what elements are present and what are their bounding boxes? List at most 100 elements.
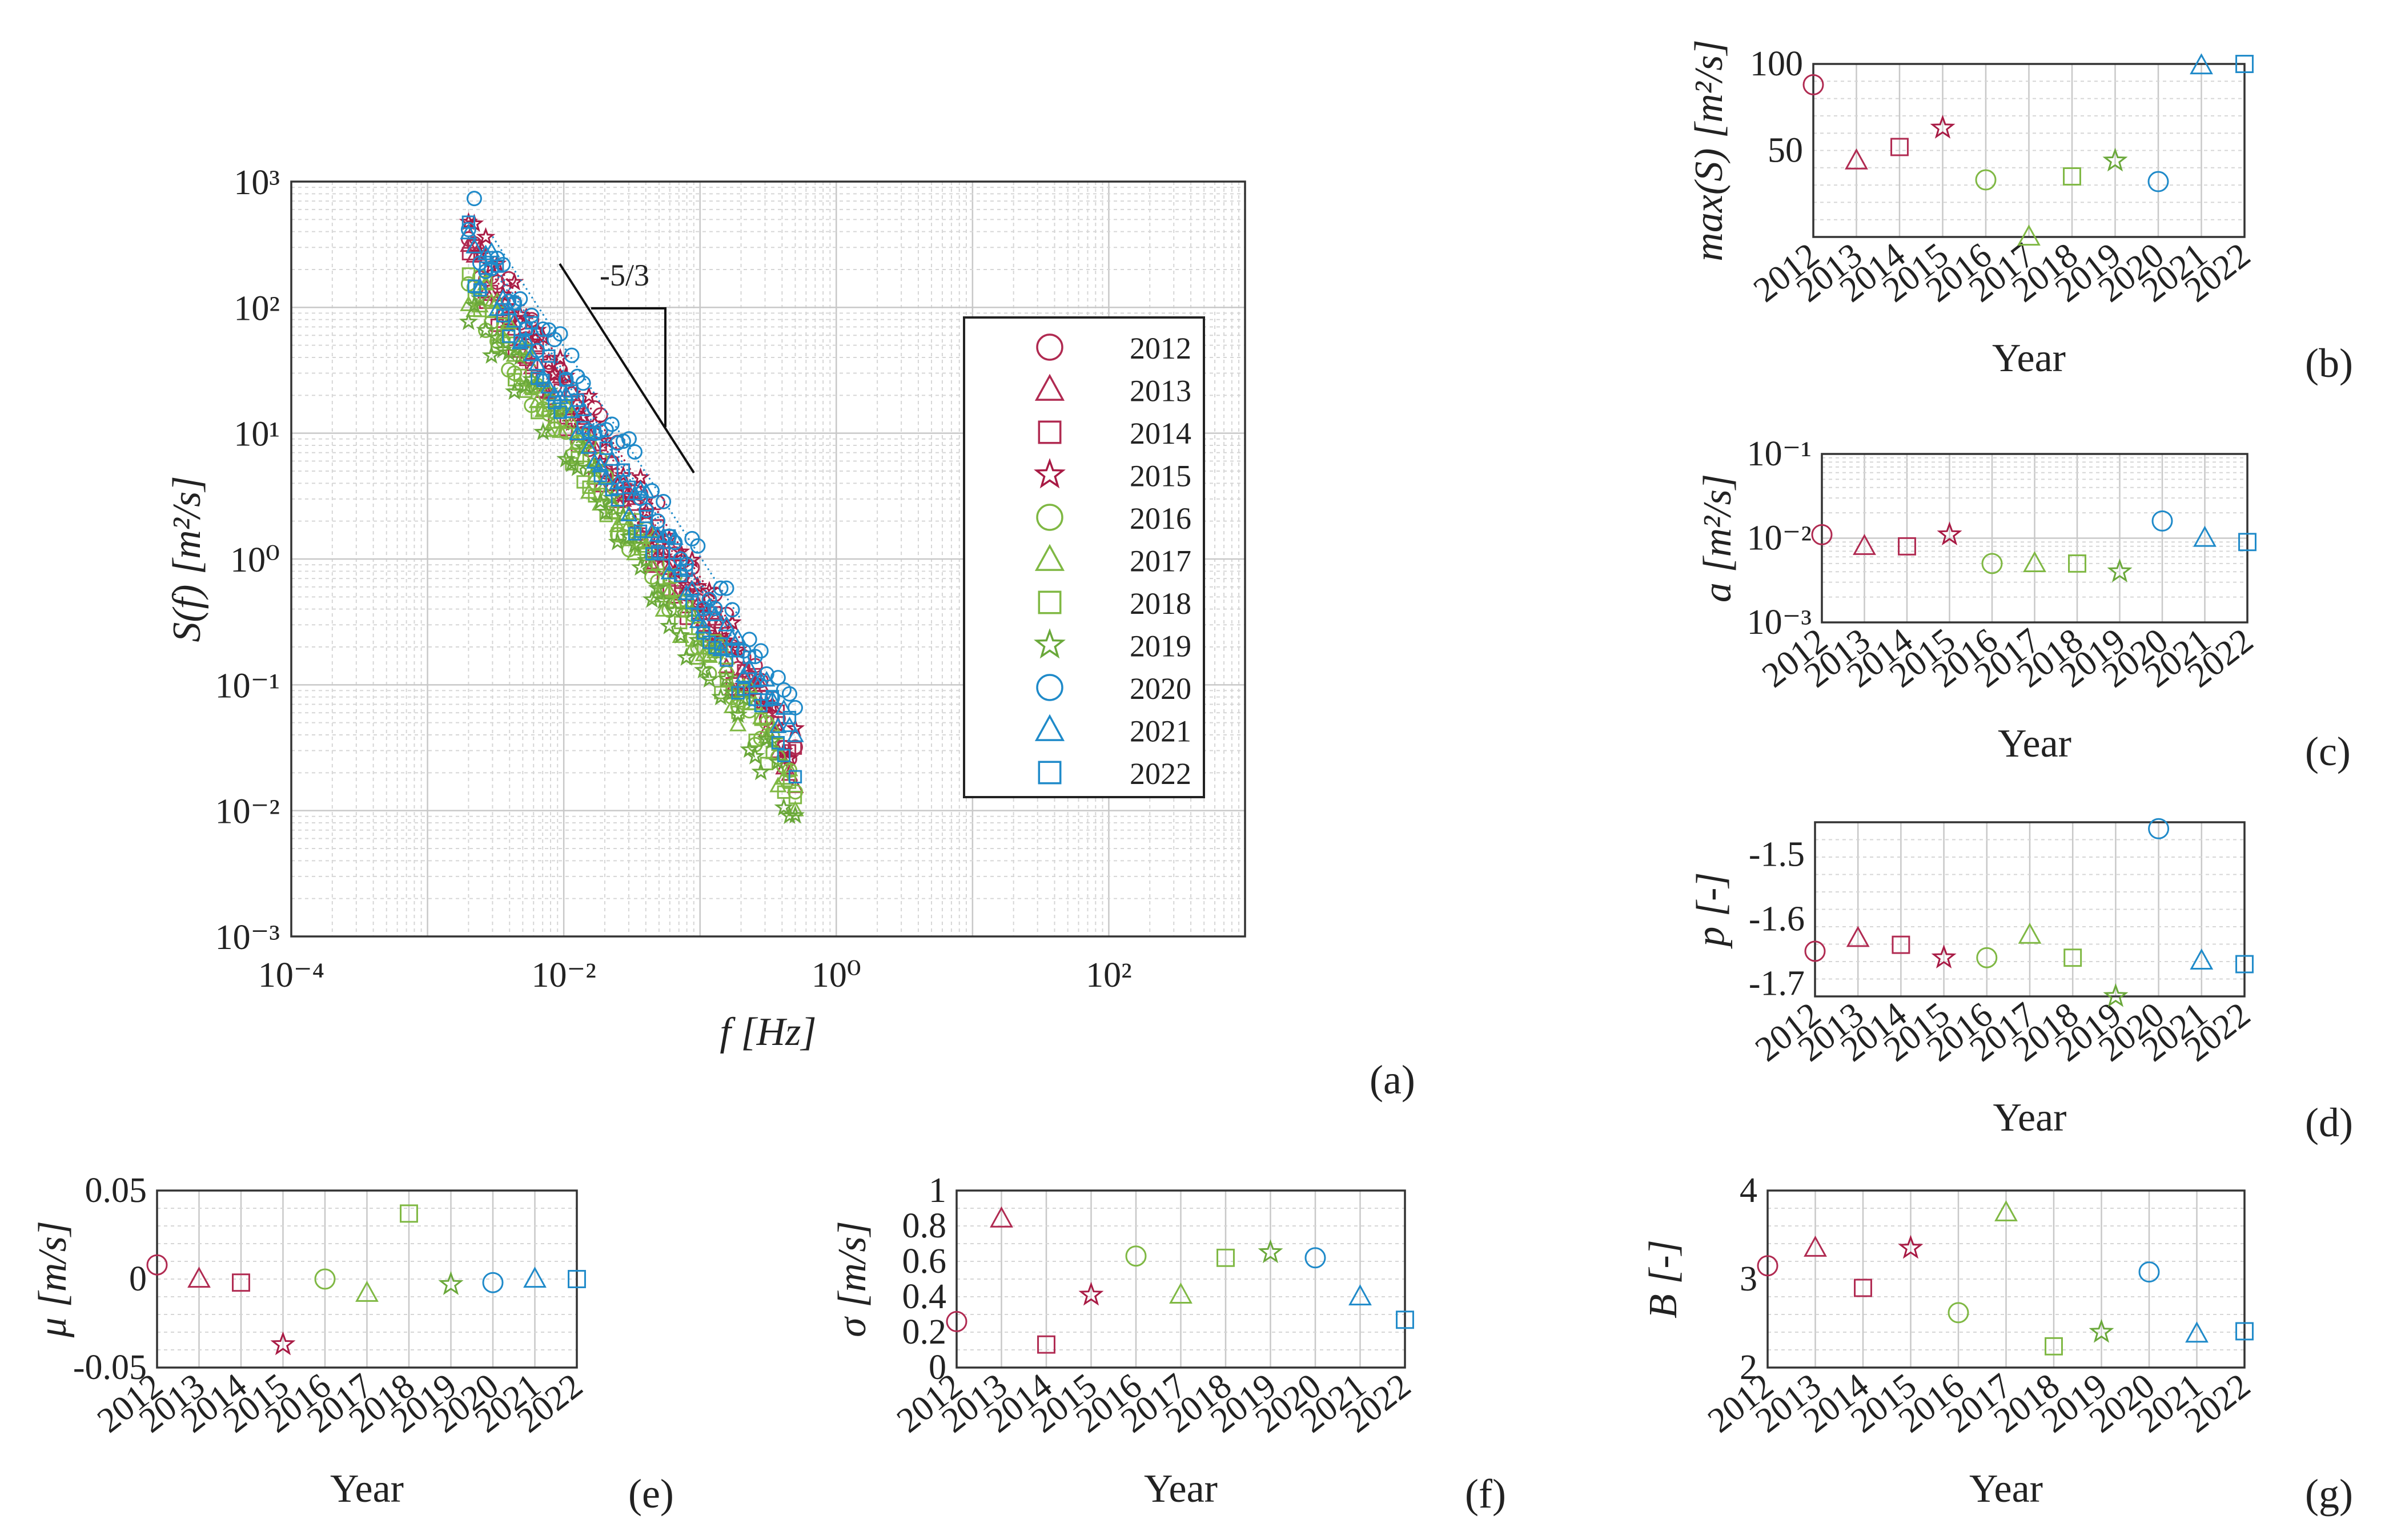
spectrum-point-2020 bbox=[713, 580, 729, 596]
spectrum-point-2015 bbox=[476, 227, 496, 246]
spectrum-point-2019 bbox=[499, 343, 519, 361]
spectrum-point-2021 bbox=[734, 666, 753, 683]
spectrum-point-2017 bbox=[683, 640, 701, 656]
spectrum-point-2019 bbox=[671, 625, 690, 644]
legend-marker-2021 bbox=[1034, 714, 1065, 741]
data-point-f-2022 bbox=[1396, 1310, 1414, 1329]
spectrum-point-2022 bbox=[737, 682, 750, 696]
panel-label-d: (d) bbox=[2305, 1100, 2353, 1145]
data-point-b-2015 bbox=[1930, 114, 1956, 139]
spectrum-point-2022 bbox=[542, 349, 556, 363]
y-tick-label-g: 3 bbox=[1740, 1260, 1757, 1298]
spectrum-point-2017 bbox=[632, 532, 649, 548]
spectrum-point-2021 bbox=[741, 658, 758, 674]
spectrum-point-2022 bbox=[588, 427, 601, 441]
axes-b bbox=[1812, 63, 2246, 238]
data-point-e-2014 bbox=[232, 1273, 250, 1292]
spectrum-point-2022 bbox=[525, 316, 539, 330]
data-point-b-2018 bbox=[2063, 167, 2081, 186]
data-point-f-2013 bbox=[990, 1206, 1013, 1228]
panel-label-e: (e) bbox=[628, 1471, 674, 1517]
y-tick-label-a: 10⁻¹ bbox=[215, 666, 280, 705]
fit-line-2022 bbox=[492, 267, 742, 652]
spectrum-point-2022 bbox=[507, 297, 521, 311]
spectrum-point-2022 bbox=[571, 393, 584, 407]
legend-marker-2019 bbox=[1034, 628, 1066, 659]
x-axis-label-g: Year bbox=[1969, 1467, 2043, 1511]
y-tick-label-b: 50 bbox=[1768, 131, 1803, 170]
spectrum-point-2021 bbox=[637, 482, 655, 498]
spectrum-point-2022 bbox=[765, 690, 780, 703]
data-point-d-2012 bbox=[1804, 940, 1826, 962]
x-axis-label-c: Year bbox=[1998, 722, 2071, 766]
data-point-e-2016 bbox=[314, 1268, 336, 1290]
data-point-f-2016 bbox=[1125, 1245, 1147, 1267]
axes-f bbox=[955, 1189, 1406, 1369]
data-point-e-2019 bbox=[438, 1271, 464, 1295]
y-axis-label-a: S(f) [m²/s] bbox=[165, 476, 209, 642]
legend-label-2018: 2018 bbox=[1130, 586, 1191, 621]
data-point-c-2017 bbox=[2023, 551, 2046, 573]
data-point-d-2018 bbox=[2063, 948, 2082, 967]
data-point-d-2017 bbox=[2018, 922, 2042, 944]
data-point-d-2019 bbox=[2103, 983, 2129, 1007]
spectrum-point-2022 bbox=[639, 509, 653, 524]
spectrum-point-2019 bbox=[631, 557, 651, 576]
spectrum-point-2018 bbox=[754, 713, 768, 726]
spectrum-point-2018 bbox=[788, 790, 802, 805]
data-point-c-2012 bbox=[1811, 524, 1833, 545]
fit-line-2019 bbox=[492, 312, 742, 696]
data-point-g-2022 bbox=[2235, 1322, 2254, 1341]
spectrum-point-2022 bbox=[611, 493, 625, 507]
spectrum-point-2019 bbox=[511, 347, 530, 365]
spectrum-point-2019 bbox=[476, 320, 496, 339]
data-point-e-2020 bbox=[482, 1272, 504, 1293]
data-point-g-2021 bbox=[2185, 1321, 2209, 1343]
spectrum-point-2020 bbox=[718, 580, 734, 596]
spectrum-point-2022 bbox=[788, 770, 802, 784]
spectrum-point-2019 bbox=[653, 590, 673, 609]
spectrum-point-2017 bbox=[551, 422, 569, 438]
spectrum-point-2019 bbox=[459, 312, 479, 331]
y-tick-label-e: 0 bbox=[129, 1260, 147, 1298]
panel-label-f: (f) bbox=[1465, 1471, 1506, 1517]
data-point-e-2015 bbox=[270, 1331, 296, 1356]
legend-marker-2022 bbox=[1038, 761, 1062, 785]
spectrum-point-2021 bbox=[683, 580, 701, 596]
data-point-f-2017 bbox=[1169, 1282, 1192, 1304]
spectrum-point-2015 bbox=[504, 272, 524, 291]
spectrum-point-2022 bbox=[536, 373, 550, 388]
data-point-b-2020 bbox=[2147, 171, 2169, 192]
spectrum-point-2021 bbox=[781, 716, 798, 733]
fit-line-2021 bbox=[492, 262, 742, 646]
x-tick-label-a: 10² bbox=[1086, 956, 1132, 995]
spectrum-point-2020 bbox=[770, 670, 786, 686]
y-tick-label-e: -0.05 bbox=[73, 1348, 147, 1387]
y-tick-label-c: 10⁻³ bbox=[1747, 603, 1812, 642]
spectrum-point-2017 bbox=[655, 601, 672, 617]
panel-label-c: (c) bbox=[2305, 729, 2351, 774]
data-point-g-2019 bbox=[2089, 1318, 2114, 1343]
spectrum-point-2013 bbox=[568, 393, 587, 410]
legend-box bbox=[963, 316, 1205, 798]
x-axis-label-a: f [Hz] bbox=[720, 1010, 816, 1054]
data-point-d-2013 bbox=[1846, 926, 1870, 947]
y-tick-label-g: 2 bbox=[1740, 1348, 1757, 1387]
data-point-c-2016 bbox=[1981, 553, 2003, 574]
spectrum-point-2021 bbox=[523, 345, 540, 361]
spectrum-point-2019 bbox=[780, 806, 800, 825]
spectrum-point-2019 bbox=[642, 589, 662, 608]
spectrum-point-2022 bbox=[622, 480, 636, 494]
legend-marker-2012 bbox=[1036, 333, 1063, 361]
panel-label-b: (b) bbox=[2305, 340, 2353, 386]
panel-label-g: (g) bbox=[2305, 1471, 2353, 1517]
data-point-c-2019 bbox=[2107, 558, 2133, 582]
y-tick-label-a: 10¹ bbox=[234, 415, 280, 454]
data-point-b-2021 bbox=[2190, 53, 2213, 75]
fit-line-2015 bbox=[492, 256, 742, 641]
y-axis-label-g: B [-] bbox=[1641, 1240, 1685, 1318]
spectrum-point-2017 bbox=[568, 433, 587, 449]
spectrum-point-2021 bbox=[717, 616, 736, 632]
data-point-d-2022 bbox=[2235, 955, 2254, 974]
data-point-b-2019 bbox=[2102, 147, 2128, 172]
